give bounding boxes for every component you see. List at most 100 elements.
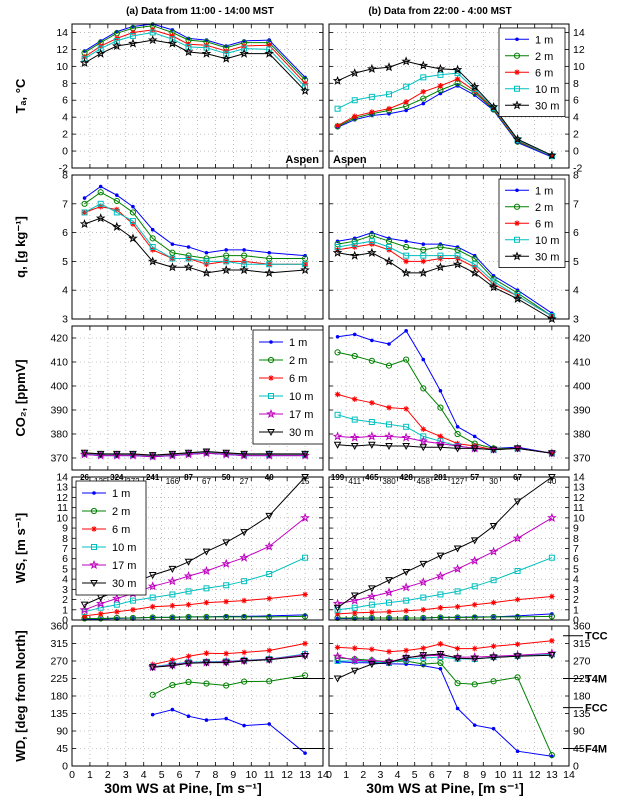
marker-asterisk (266, 42, 273, 48)
marker-triangle-down (202, 448, 211, 456)
marker-star (401, 267, 411, 277)
marker-circle (81, 200, 88, 207)
marker-dot (224, 716, 228, 721)
ylabel-co2: CO₂, [ppmV] (13, 359, 28, 436)
marker-star (79, 218, 90, 229)
marker-star (239, 48, 249, 58)
marker-asterisk (223, 598, 229, 605)
series-line (337, 517, 553, 605)
marker-asterisk (185, 450, 192, 456)
ytick-label: 6 (62, 553, 68, 565)
marker-asterisk (266, 595, 273, 602)
marker-asterisk (91, 526, 97, 532)
marker-asterisk (334, 122, 341, 129)
ytick-label: 12 (56, 44, 68, 56)
ytick-label: 1 (62, 604, 68, 616)
marker-triangle-down (470, 445, 479, 453)
ytick-label: 315 (50, 638, 68, 650)
marker-star (547, 150, 557, 160)
xtick-label: 9 (480, 769, 486, 781)
ytick-label: 3 (62, 314, 68, 326)
marker-square (97, 200, 104, 207)
marker-circle (368, 614, 375, 622)
marker-star (547, 512, 557, 522)
ytick-label: 9 (573, 523, 579, 535)
marker-dot (404, 329, 408, 333)
series-line (337, 476, 553, 609)
xtick-label: 10 (495, 769, 507, 781)
marker-star (547, 648, 557, 658)
xtick-label: 8 (213, 769, 219, 781)
legend-box (75, 480, 147, 596)
marker-triangle-down (129, 450, 137, 458)
marker-circle (241, 678, 248, 685)
marker-asterisk (514, 641, 521, 648)
marker-dot (98, 184, 103, 189)
legend-label: 10 m (289, 391, 313, 403)
marker-dot (515, 37, 519, 42)
xtick-label: 6 (177, 769, 183, 781)
bin-count-label: 458 (417, 477, 431, 486)
ytick-label: 370 (573, 453, 591, 465)
bin-count-label: 166 (166, 477, 180, 486)
marker-dot (170, 707, 175, 712)
marker-circle (203, 680, 210, 687)
plot-frame (328, 174, 570, 320)
plot-frame (328, 625, 570, 767)
marker-asterisk (351, 610, 358, 616)
ytick-label: 3 (573, 584, 579, 596)
marker-asterisk (268, 375, 274, 381)
legend-label: 6 m (289, 373, 307, 385)
ytick-label: 10 (56, 512, 68, 524)
marker-asterisk (203, 599, 210, 606)
ytick-label: 10 (573, 61, 585, 73)
marker-square (81, 209, 88, 216)
ytick-label: 5 (573, 256, 579, 268)
xtick-label: 7 (195, 769, 201, 781)
marker-triangle-down (168, 565, 177, 573)
legend-label: 2 m (535, 202, 553, 214)
reference-label: FCC (585, 703, 608, 715)
marker-triangle-down (240, 658, 248, 666)
marker-triangle-down (265, 512, 274, 520)
marker-star (512, 293, 523, 304)
marker-square (129, 218, 136, 225)
marker-star (221, 264, 231, 275)
plot-frame (71, 625, 324, 767)
marker-triangle-down (301, 450, 309, 458)
series-line (152, 709, 306, 754)
marker-star (452, 259, 463, 269)
marker-asterisk (386, 404, 392, 411)
marker-star (332, 75, 343, 85)
xtick-label: 14 (317, 769, 329, 781)
marker-star (512, 134, 523, 144)
marker-asterisk (114, 609, 120, 615)
marker-asterisk (223, 650, 229, 657)
ytick-label: 12 (56, 492, 68, 504)
marker-asterisk (334, 391, 341, 398)
marker-triangle-down (265, 656, 274, 664)
ytick-label: 7 (573, 543, 579, 555)
ytick-label: 2 (62, 594, 68, 606)
legend-label: 6 m (535, 67, 553, 79)
marker-triangle-down (184, 660, 193, 668)
marker-square (241, 578, 248, 585)
ytick-label: 380 (50, 429, 68, 441)
marker-dot (267, 722, 272, 726)
plot-frame (71, 174, 324, 320)
marker-asterisk (266, 647, 273, 654)
series-line (337, 640, 552, 653)
ytick-label: 11 (573, 502, 584, 514)
marker-triangle-down (168, 450, 177, 458)
marker-asterisk (549, 637, 555, 644)
marker-square (454, 588, 461, 595)
marker-triangle-down (202, 659, 211, 667)
marker-triangle-down (240, 529, 248, 537)
marker-star (300, 512, 310, 522)
marker-star (201, 48, 212, 58)
aspen-label-right: Aspen (333, 154, 367, 166)
marker-triangle-down (419, 652, 428, 660)
xtick-label: 12 (281, 769, 293, 781)
panel-q-left: 3 4 5 6 7 8 (62, 170, 324, 326)
